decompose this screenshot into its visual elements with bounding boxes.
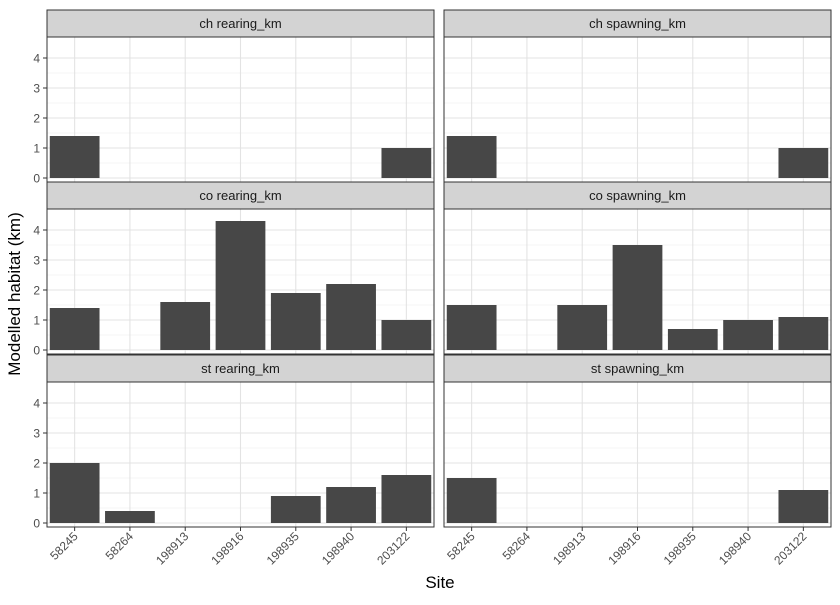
panel-border xyxy=(443,208,832,355)
facet-strip xyxy=(443,181,832,210)
bar xyxy=(612,245,663,350)
facet-strip-label: st rearing_km xyxy=(201,361,280,376)
y-tick-label: 2 xyxy=(33,457,40,471)
x-tick-label: 198935 xyxy=(264,529,302,567)
bar xyxy=(778,490,829,523)
x-tick-label: 203122 xyxy=(771,529,809,567)
bar xyxy=(270,293,321,350)
y-tick-label: 3 xyxy=(33,254,40,268)
y-tick-label: 0 xyxy=(33,172,40,186)
y-tick-label: 2 xyxy=(33,112,40,126)
y-tick-label: 4 xyxy=(33,397,40,411)
bar xyxy=(49,308,100,350)
bar xyxy=(778,317,829,350)
bar xyxy=(270,496,321,523)
facet-strip xyxy=(443,9,832,38)
facet-panel: co rearing_km 0 1 2 3 4 xyxy=(33,181,435,358)
x-tick-label: 198916 xyxy=(605,529,643,567)
y-tick-label: 4 xyxy=(33,224,40,238)
bar xyxy=(326,284,376,350)
bar xyxy=(723,320,773,350)
x-tick-label: 198916 xyxy=(208,529,246,567)
y-tick-label: 0 xyxy=(33,344,40,358)
bar xyxy=(326,487,376,523)
facet-panel: ch spawning_km xyxy=(443,9,832,183)
bar xyxy=(381,148,432,178)
bar xyxy=(215,221,266,350)
x-tick-label: 58264 xyxy=(500,529,534,563)
bar xyxy=(381,320,432,350)
facet-strip-label: co spawning_km xyxy=(589,188,686,203)
x-tick-label: 203122 xyxy=(374,529,412,567)
y-tick-label: 0 xyxy=(33,517,40,531)
bar xyxy=(667,329,718,350)
x-tick-label: 198940 xyxy=(716,529,754,567)
x-tick-label: 198913 xyxy=(153,529,191,567)
y-tick-label: 1 xyxy=(33,142,40,156)
y-tick-label: 4 xyxy=(33,52,40,66)
y-tick-label: 1 xyxy=(33,487,40,501)
x-axis-label: Site xyxy=(425,573,454,592)
facet-panel: st rearing_km 0 1 2 3 4 58245 58264 198913 198916… xyxy=(33,354,435,567)
facet-strip xyxy=(46,9,435,38)
bar xyxy=(160,302,211,350)
x-tick-label: 198940 xyxy=(319,529,357,567)
bar xyxy=(49,463,100,523)
facet-panel: st spawning_km 58245 58264 198913 198916 1989… xyxy=(443,354,832,567)
facet-strip-label: co rearing_km xyxy=(199,188,281,203)
bar xyxy=(446,136,497,178)
x-tick-label: 198935 xyxy=(661,529,699,567)
bar xyxy=(105,511,155,523)
bar xyxy=(49,136,100,178)
bar xyxy=(446,305,497,350)
x-tick-label: 58245 xyxy=(47,529,81,563)
facet-panel: co spawning_km xyxy=(443,181,832,355)
panel-border xyxy=(46,208,435,355)
y-axis-label: Modelled habitat (km) xyxy=(5,212,24,375)
bar xyxy=(778,148,829,178)
bar xyxy=(446,478,497,523)
x-tick-label: 58245 xyxy=(444,529,478,563)
y-tick-label: 3 xyxy=(33,427,40,441)
facet-strip xyxy=(46,354,435,383)
x-tick-label: 198913 xyxy=(550,529,588,567)
facet-strip-label: st spawning_km xyxy=(591,361,684,376)
facet-panel: ch rearing_km 0 1 2 3 4 xyxy=(33,9,435,186)
facet-strip-label: ch spawning_km xyxy=(589,16,686,31)
bar xyxy=(557,305,608,350)
facet-strip xyxy=(46,181,435,210)
y-tick-label: 3 xyxy=(33,82,40,96)
facet-strip-label: ch rearing_km xyxy=(199,16,281,31)
x-tick-label: 58264 xyxy=(103,529,137,563)
y-tick-label: 2 xyxy=(33,284,40,298)
y-tick-label: 1 xyxy=(33,314,40,328)
bar xyxy=(381,475,432,523)
